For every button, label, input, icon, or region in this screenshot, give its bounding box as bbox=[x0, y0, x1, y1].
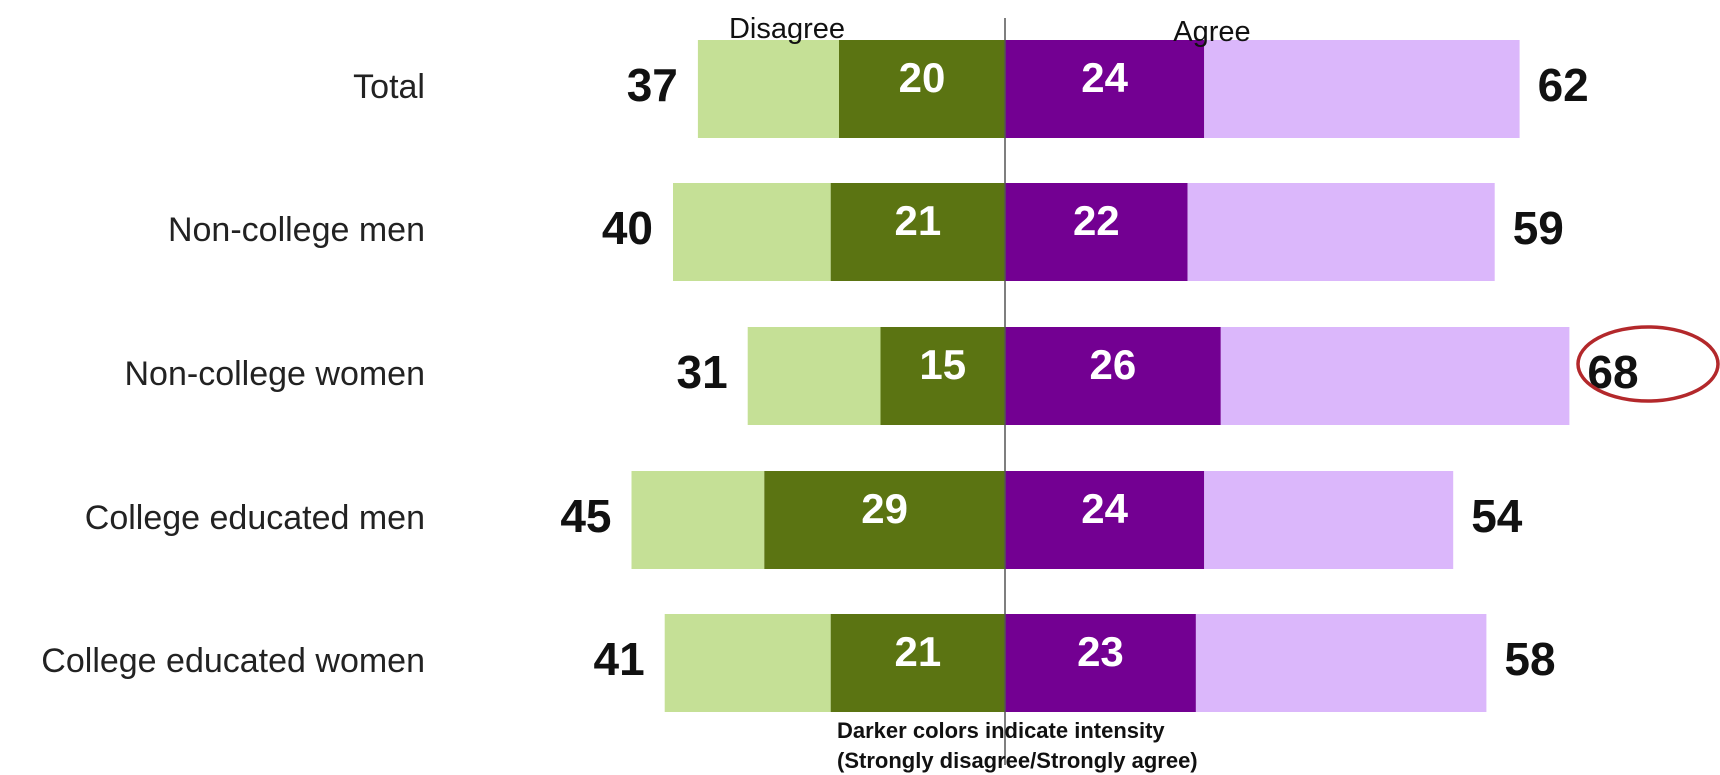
agree-bar-total bbox=[1204, 40, 1520, 138]
agree-total-value-non-college-women: 68 bbox=[1587, 346, 1638, 398]
disagree-bar-non-college-men bbox=[673, 183, 831, 281]
strongly-agree-value-college-educated-men: 24 bbox=[1081, 485, 1128, 532]
agree-total-value-college-educated-women: 58 bbox=[1504, 633, 1555, 685]
disagree-bar-college-educated-women bbox=[664, 614, 831, 712]
strongly-agree-bar-total bbox=[1005, 40, 1205, 138]
agree-bar-non-college-women bbox=[1220, 327, 1570, 425]
agree-header: Agree bbox=[1173, 16, 1250, 48]
agree-bar-non-college-men bbox=[1187, 183, 1495, 281]
category-label-non-college-women: Non-college women bbox=[125, 355, 426, 393]
disagree-total-value-total: 37 bbox=[627, 59, 678, 111]
strongly-agree-bar-college-educated-women bbox=[1005, 614, 1196, 712]
agree-bar-college-educated-men bbox=[1204, 471, 1454, 569]
agree-total-value-total: 62 bbox=[1538, 59, 1589, 111]
strongly-agree-bar-non-college-men bbox=[1005, 183, 1188, 281]
labels-group: Total 37 62 20 24 Non-college men 40 59 21 22 Non-… bbox=[41, 54, 1638, 685]
strongly-disagree-value-college-educated-men: 29 bbox=[861, 485, 908, 532]
category-label-college-educated-women: College educated women bbox=[41, 642, 425, 680]
category-label-college-educated-men: College educated men bbox=[85, 499, 425, 537]
category-label-total: Total bbox=[353, 68, 425, 106]
disagree-header: Disagree bbox=[729, 13, 845, 45]
bars-group bbox=[631, 40, 1570, 712]
strongly-agree-bar-college-educated-men bbox=[1005, 471, 1205, 569]
strongly-agree-value-non-college-men: 22 bbox=[1073, 197, 1120, 244]
strongly-disagree-bar-total bbox=[839, 40, 1005, 138]
strongly-agree-value-total: 24 bbox=[1081, 54, 1128, 101]
agree-total-value-college-educated-men: 54 bbox=[1471, 490, 1523, 542]
strongly-disagree-value-total: 20 bbox=[899, 54, 946, 101]
disagree-total-value-non-college-men: 40 bbox=[602, 202, 653, 254]
strongly-disagree-value-non-college-men: 21 bbox=[894, 197, 941, 244]
strongly-disagree-value-college-educated-women: 21 bbox=[894, 628, 941, 675]
strongly-disagree-value-non-college-women: 15 bbox=[919, 341, 966, 388]
strongly-disagree-bar-college-educated-women bbox=[830, 614, 1005, 712]
strongly-agree-bar-non-college-women bbox=[1005, 327, 1221, 425]
note-line-1: Darker colors indicate intensity bbox=[837, 718, 1165, 743]
strongly-disagree-bar-non-college-men bbox=[830, 183, 1005, 281]
strongly-agree-value-non-college-women: 26 bbox=[1090, 341, 1137, 388]
disagree-total-value-non-college-women: 31 bbox=[677, 346, 728, 398]
category-label-non-college-men: Non-college men bbox=[168, 211, 425, 249]
disagree-bar-total bbox=[697, 40, 839, 138]
agree-total-value-non-college-men: 59 bbox=[1513, 202, 1564, 254]
strongly-agree-value-college-educated-women: 23 bbox=[1077, 628, 1124, 675]
disagree-bar-non-college-women bbox=[747, 327, 881, 425]
note-line-2: (Strongly disagree/Strongly agree) bbox=[837, 748, 1198, 773]
disagree-total-value-college-educated-men: 45 bbox=[560, 490, 611, 542]
strongly-disagree-bar-non-college-women bbox=[880, 327, 1005, 425]
highlight-circle bbox=[1576, 325, 1720, 403]
disagree-bar-college-educated-men bbox=[631, 471, 765, 569]
disagree-total-value-college-educated-women: 41 bbox=[594, 633, 645, 685]
agree-bar-college-educated-women bbox=[1195, 614, 1487, 712]
strongly-disagree-bar-college-educated-men bbox=[764, 471, 1005, 569]
